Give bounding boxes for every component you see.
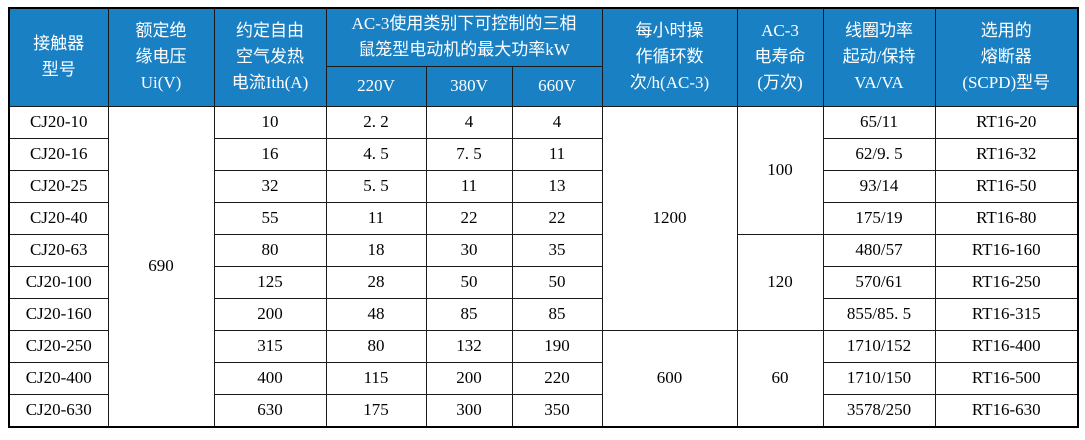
cell-220v: 5. 5	[325, 169, 427, 203]
cell-380v: 11	[425, 169, 513, 203]
cell-ith: 125	[213, 265, 327, 299]
cell-220v: 48	[325, 297, 427, 331]
col-header-660v: 660V	[511, 65, 603, 107]
cell-coil: 62/9. 5	[822, 137, 936, 171]
cell-660v: 22	[511, 201, 603, 235]
cell-380v: 50	[425, 265, 513, 299]
cell-660v: 13	[511, 169, 603, 203]
contactor-spec-table: 接触器 型号 额定绝 缘电压 Ui(V) 约定自由 空气发热 电流Ith(A) …	[8, 7, 1079, 428]
cell-coil: 3578/250	[822, 393, 936, 427]
cell-coil: 855/85. 5	[822, 297, 936, 331]
cell-660v: 35	[511, 233, 603, 267]
cell-coil: 175/19	[822, 201, 936, 235]
col-header-cycles: 每小时操 作循环数 次/h(AC-3)	[601, 7, 738, 107]
cell-ith: 16	[213, 137, 327, 171]
cell-ith: 315	[213, 329, 327, 363]
cell-660v: 4	[511, 105, 603, 139]
cell-380v: 22	[425, 201, 513, 235]
cell-life-merged: 60	[736, 329, 824, 427]
cell-coil: 1710/152	[822, 329, 936, 363]
cell-fuse: RT16-160	[934, 233, 1079, 267]
table-row: CJ20-400 400 115 200 220 1710/150 RT16-5…	[8, 361, 1079, 395]
cell-coil: 570/61	[822, 265, 936, 299]
cell-ui-merged: 690	[107, 105, 215, 427]
cell-220v: 28	[325, 265, 427, 299]
cell-fuse: RT16-250	[934, 265, 1079, 299]
cell-coil: 1710/150	[822, 361, 936, 395]
cell-380v: 85	[425, 297, 513, 331]
cell-model: CJ20-10	[8, 105, 109, 139]
cell-660v: 190	[511, 329, 603, 363]
cell-660v: 50	[511, 265, 603, 299]
cell-fuse: RT16-315	[934, 297, 1079, 331]
col-header-ith: 约定自由 空气发热 电流Ith(A)	[213, 7, 327, 107]
table-row: CJ20-25 32 5. 5 11 13 93/14 RT16-50	[8, 169, 1079, 203]
col-header-ui: 额定绝 缘电压 Ui(V)	[107, 7, 215, 107]
cell-220v: 80	[325, 329, 427, 363]
cell-220v: 175	[325, 393, 427, 427]
table-row: CJ20-100 125 28 50 50 570/61 RT16-250	[8, 265, 1079, 299]
col-header-220v: 220V	[325, 65, 427, 107]
cell-model: CJ20-16	[8, 137, 109, 171]
cell-life-merged: 120	[736, 233, 824, 331]
cell-380v: 300	[425, 393, 513, 427]
cell-model: CJ20-63	[8, 233, 109, 267]
col-header-model: 接触器 型号	[8, 7, 109, 107]
table-row: CJ20-250 315 80 132 190 600 60 1710/152 …	[8, 329, 1079, 427]
cell-fuse: RT16-50	[934, 169, 1079, 203]
cell-220v: 11	[325, 201, 427, 235]
cell-model: CJ20-400	[8, 361, 109, 395]
cell-fuse: RT16-500	[934, 361, 1079, 395]
col-header-coil: 线圈功率 起动/保持 VA/VA	[822, 7, 936, 107]
cell-ith: 32	[213, 169, 327, 203]
cell-660v: 11	[511, 137, 603, 171]
cell-model: CJ20-250	[8, 329, 109, 363]
cell-fuse: RT16-400	[934, 329, 1079, 363]
cell-life-merged: 100	[736, 105, 824, 235]
col-header-fuse: 选用的 熔断器 (SCPD)型号	[934, 7, 1079, 107]
cell-fuse: RT16-20	[934, 105, 1079, 139]
cell-fuse: RT16-32	[934, 137, 1079, 171]
table-row: CJ20-16 16 4. 5 7. 5 11 62/9. 5 RT16-32	[8, 137, 1079, 171]
table-row: CJ20-10 690 10 2. 2 4 4 1200 100 65/11 R…	[8, 105, 1079, 427]
cell-ith: 80	[213, 233, 327, 267]
cell-cycles-merged: 600	[601, 329, 738, 427]
cell-ith: 200	[213, 297, 327, 331]
cell-660v: 220	[511, 361, 603, 395]
cell-model: CJ20-40	[8, 201, 109, 235]
cell-380v: 132	[425, 329, 513, 363]
cell-fuse: RT16-630	[934, 393, 1079, 427]
table-row: CJ20-630 630 175 300 350 3578/250 RT16-6…	[8, 393, 1079, 427]
header-row-sub: 220V 380V 660V	[9, 65, 1078, 107]
cell-220v: 115	[325, 361, 427, 395]
cell-380v: 30	[425, 233, 513, 267]
cell-model: CJ20-160	[8, 297, 109, 331]
cell-cycles-merged: 1200	[601, 105, 738, 331]
cell-coil: 93/14	[822, 169, 936, 203]
cell-model: CJ20-100	[8, 265, 109, 299]
cell-220v: 4. 5	[325, 137, 427, 171]
cell-ith: 630	[213, 393, 327, 427]
cell-ith: 400	[213, 361, 327, 395]
cell-model: CJ20-630	[8, 393, 109, 427]
col-header-power-group: AC-3使用类别下可控制的三相 鼠笼型电动机的最大功率kW	[325, 7, 603, 67]
cell-fuse: RT16-80	[934, 201, 1079, 235]
cell-660v: 350	[511, 393, 603, 427]
col-header-380v: 380V	[425, 65, 513, 107]
cell-ith: 55	[213, 201, 327, 235]
cell-660v: 85	[511, 297, 603, 331]
col-header-life: AC-3 电寿命 (万次)	[736, 7, 824, 107]
cell-220v: 18	[325, 233, 427, 267]
header-row-top: 接触器 型号 额定绝 缘电压 Ui(V) 约定自由 空气发热 电流Ith(A) …	[8, 7, 1079, 107]
cell-coil: 65/11	[822, 105, 936, 139]
table-row: CJ20-40 55 11 22 22 175/19 RT16-80	[8, 201, 1079, 235]
cell-380v: 200	[425, 361, 513, 395]
cell-ith: 10	[213, 105, 327, 139]
cell-coil: 480/57	[822, 233, 936, 267]
cell-380v: 7. 5	[425, 137, 513, 171]
cell-220v: 2. 2	[325, 105, 427, 139]
cell-380v: 4	[425, 105, 513, 139]
cell-model: CJ20-25	[8, 169, 109, 203]
